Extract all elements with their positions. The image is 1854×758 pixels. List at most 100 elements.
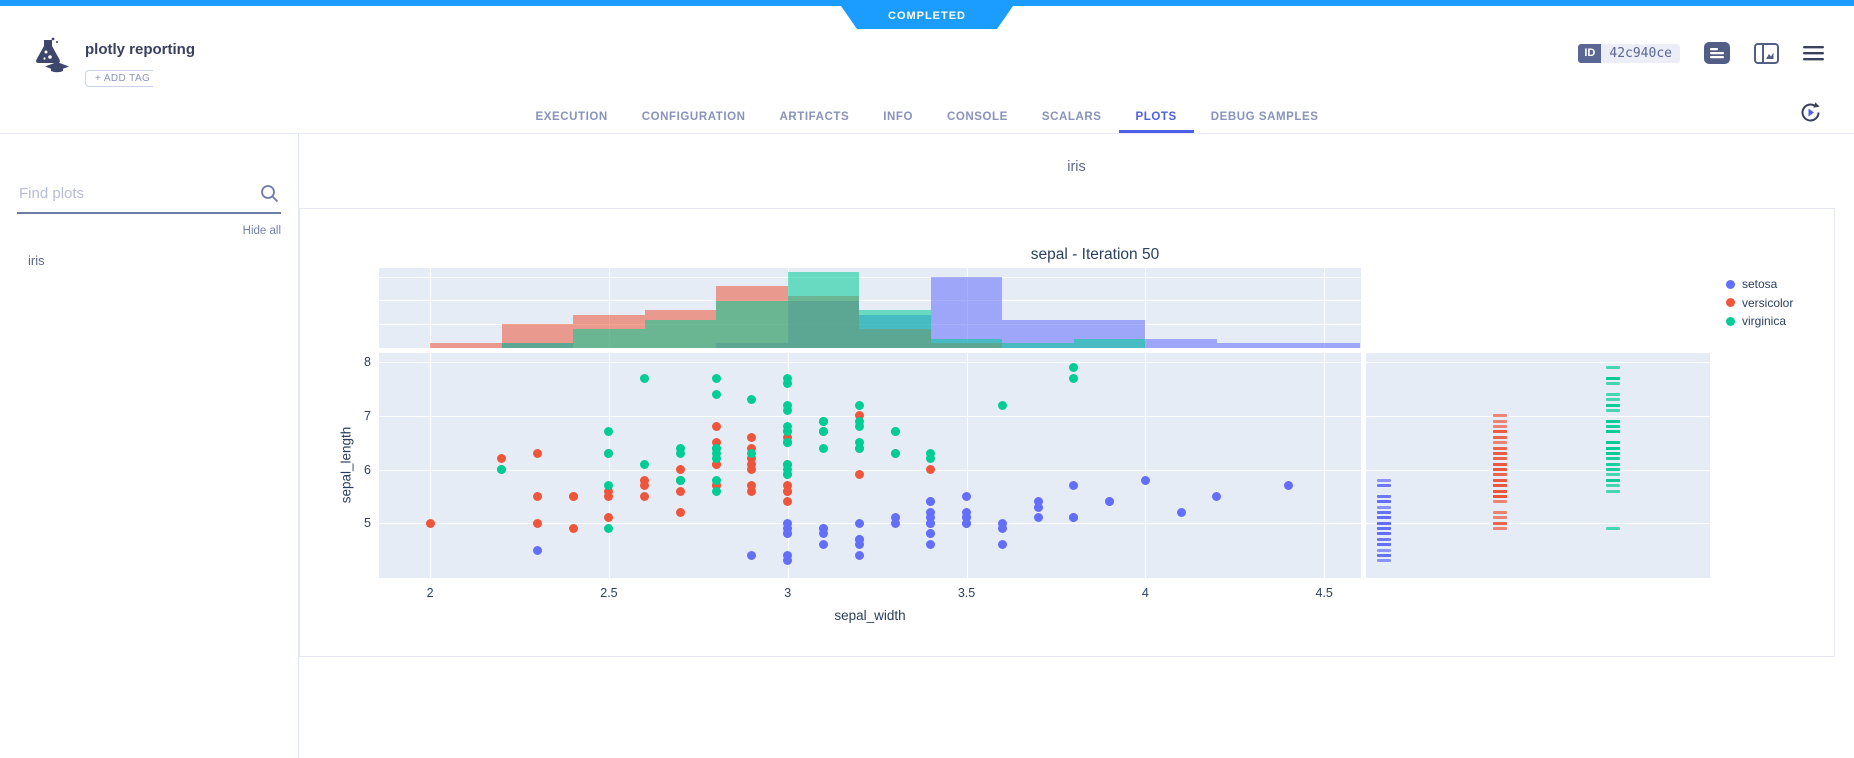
experiment-id-chip[interactable]: ID 42c940ce [1578, 43, 1680, 63]
scatter-point-setosa [1283, 481, 1293, 491]
scatter-point-setosa [783, 556, 793, 566]
add-tag-button[interactable]: + ADD TAG [85, 70, 154, 87]
scatter-point-virginica [711, 443, 721, 453]
scatter-point-virginica [854, 443, 864, 453]
scatter-point-virginica [783, 400, 793, 410]
hide-all-link[interactable]: Hide all [242, 225, 281, 237]
rug-mark-virginica [1606, 527, 1620, 531]
rug-mark-virginica [1606, 478, 1620, 482]
rug-mark-virginica [1606, 457, 1620, 461]
scatter-point-setosa [926, 513, 936, 523]
scatter-point-virginica [783, 379, 793, 389]
split-view-icon[interactable] [1754, 42, 1779, 64]
search-input[interactable] [17, 184, 253, 203]
scatter-point-virginica [783, 373, 793, 383]
plot-group-title: iris [1067, 159, 1086, 175]
hist-bar-virginica [716, 300, 788, 348]
rug-mark-virginica [1606, 392, 1620, 396]
scatter-point-versicolor [640, 475, 650, 485]
scatter-point-setosa [819, 540, 828, 550]
rug-mark-setosa [1377, 532, 1391, 536]
tab-scalars[interactable]: SCALARS [1041, 111, 1102, 123]
scatter-point-virginica [604, 448, 614, 458]
rug-mark-versicolor [1493, 500, 1507, 504]
menu-icon[interactable] [1803, 45, 1824, 61]
legend-item-setosa[interactable]: setosa [1726, 277, 1777, 291]
hist-bar-virginica [644, 319, 717, 348]
scatter-point-virginica [819, 427, 828, 437]
tab-configuration[interactable]: CONFIGURATION [641, 111, 746, 123]
tab-debug-samples[interactable]: DEBUG SAMPLES [1210, 111, 1319, 123]
scatter-point-versicolor [425, 518, 435, 528]
plot-list-item-iris[interactable]: iris [28, 253, 45, 268]
rug-mark-versicolor [1493, 473, 1507, 477]
scatter-point-virginica [711, 486, 721, 496]
status-badge: COMPLETED [841, 6, 1013, 29]
legend-label-setosa: setosa [1742, 277, 1778, 291]
id-label: ID [1578, 43, 1602, 63]
rug-mark-versicolor [1493, 462, 1507, 466]
y-axis-title: sepal_length [338, 426, 354, 504]
tab-artifacts[interactable]: ARTIFACTS [779, 111, 850, 123]
scatter-point-setosa [854, 518, 864, 528]
gridline [1324, 353, 1326, 578]
details-icon[interactable] [1704, 42, 1730, 64]
rug-mark-setosa [1377, 548, 1391, 552]
hist-bar-setosa [1288, 343, 1360, 348]
scatter-point-versicolor [711, 438, 721, 448]
scatter-point-virginica [783, 405, 793, 415]
scatter-point-virginica [711, 454, 721, 464]
scatter-point-virginica [711, 389, 721, 399]
rug-mark-setosa [1377, 543, 1391, 547]
gridline [430, 268, 432, 348]
scatter-point-virginica [604, 481, 614, 491]
tab-execution[interactable]: EXECUTION [535, 111, 608, 123]
gridline [1366, 362, 1710, 364]
legend-item-versicolor[interactable]: versicolor [1726, 296, 1793, 310]
scatter-point-virginica [997, 400, 1007, 410]
rug-mark-virginica [1606, 419, 1620, 423]
scatter-point-setosa [747, 550, 757, 560]
hist-bar-setosa [930, 276, 1003, 348]
rug-mark-versicolor [1493, 521, 1507, 525]
gridline [1145, 268, 1147, 348]
tab-console[interactable]: CONSOLE [946, 111, 1008, 123]
scatter-point-setosa [997, 518, 1007, 528]
legend-marker-setosa [1726, 279, 1735, 289]
scatter-point-virginica [711, 448, 721, 458]
scatter-point-setosa [1033, 513, 1043, 523]
rug-mark-virginica [1606, 382, 1620, 386]
scatter-point-virginica [783, 427, 793, 437]
tab-plots[interactable]: PLOTS [1118, 105, 1194, 133]
rug-mark-virginica [1606, 484, 1620, 488]
scatter-point-virginica [1069, 373, 1079, 383]
y-tick-label: 7 [364, 408, 371, 423]
sidebar: Hide all iris [0, 134, 299, 758]
rug-mark-virginica [1606, 451, 1620, 455]
scatter-point-setosa [1033, 502, 1043, 512]
x-tick-label: 2.5 [600, 586, 618, 600]
main-content: iris sepal - Iteration 50 sepal_width se… [299, 134, 1854, 758]
scatter-point-virginica [926, 454, 936, 464]
rug-mark-virginica [1606, 462, 1620, 466]
scatter-point-setosa [890, 518, 900, 528]
y-tick-label: 5 [364, 516, 371, 531]
rug-mark-versicolor [1493, 451, 1507, 455]
refresh-icon[interactable] [1799, 101, 1822, 129]
gridline [608, 353, 610, 578]
scatter-point-versicolor [783, 497, 793, 507]
scatter-point-versicolor [747, 432, 757, 442]
scatter-point-setosa [962, 507, 972, 517]
legend-item-virginica[interactable]: virginica [1726, 314, 1786, 328]
scatter-point-setosa [926, 507, 936, 517]
scatter-point-virginica [854, 438, 864, 448]
scatter-point-setosa [926, 497, 936, 507]
scatter-point-virginica [819, 416, 828, 426]
scatter-point-versicolor [640, 481, 650, 491]
scatter-point-setosa [1140, 475, 1150, 485]
rug-mark-setosa [1377, 500, 1391, 504]
tab-info[interactable]: INFO [883, 111, 913, 123]
scatter-point-versicolor [532, 491, 542, 501]
hist-bar-versicolor [430, 343, 502, 348]
